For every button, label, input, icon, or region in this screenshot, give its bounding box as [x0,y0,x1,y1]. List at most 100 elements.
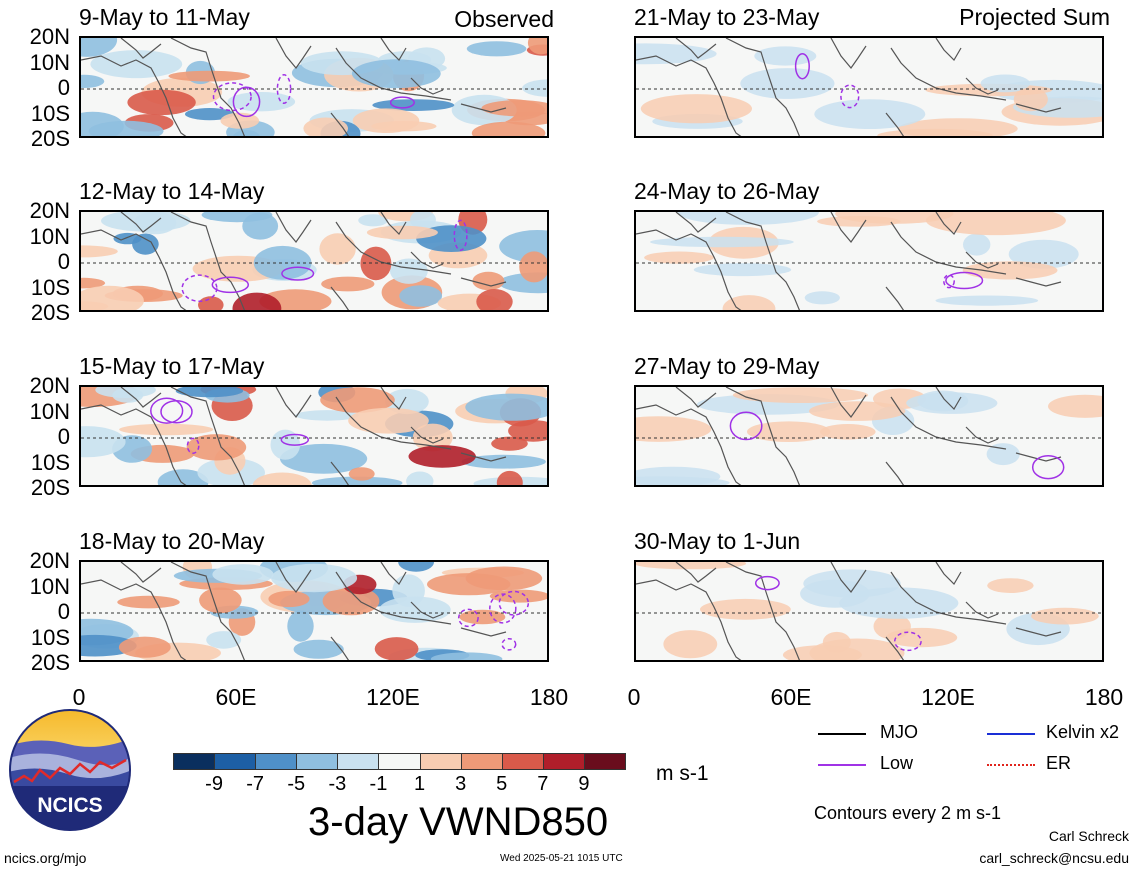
low-contour [943,274,955,289]
field-blob [962,261,1058,280]
map-panel-obs-3 [79,385,549,487]
coastline [675,387,717,408]
projected-label: Projected Sum [959,4,1110,30]
coastline [170,387,246,485]
coastline [935,38,962,61]
field-blob [385,388,429,415]
website-link[interactable]: ncics.org/mjo [4,850,87,866]
field-blob [406,471,434,485]
field-blob [270,429,301,460]
colorbar-tick-label: 3 [455,773,467,795]
coastline [275,38,312,69]
field-blob [101,212,191,232]
coastline [675,562,717,583]
coastline [330,286,350,310]
lat-label: 10N [29,573,70,599]
coastline [636,579,742,660]
coastline [120,212,162,233]
field-blob [198,296,224,310]
main-title: 3-day VWND850 [308,800,609,844]
coastline [890,47,1007,101]
coastline [380,387,407,410]
legend-kelvin-label: Kelvin x2 [1046,722,1120,742]
coastline [1015,627,1062,637]
legend-mjo-line [818,733,866,735]
coastline [330,112,350,136]
lat-label: 10N [29,223,70,249]
field-blob [390,258,428,284]
field-blob [740,68,835,99]
author-email[interactable]: carl_schreck@ncsu.edu [979,850,1129,866]
coastline [890,221,1007,275]
map-field [81,387,547,485]
coastline [885,461,905,485]
lat-label: 10S [30,100,70,126]
logo-text: NCICS [37,794,102,817]
legend-mjo-label: MJO [880,722,918,742]
map-field [636,387,1102,485]
field-blob [185,108,235,121]
field-blob [117,595,180,609]
low-contour [893,631,922,652]
field-blob [700,598,791,620]
field-blob [430,652,503,660]
map-field [81,38,547,136]
colorbar-units: m s-1 [656,762,709,785]
field-blob [293,639,344,659]
field-blob [820,424,876,440]
colorbar-swatch [542,753,585,770]
low-contour [281,266,315,281]
field-blob [917,390,969,412]
colorbar-tick-label: 7 [537,773,549,795]
field-blob [465,393,547,421]
low-contour [181,274,218,303]
coastline [335,221,452,275]
lat-label: 20N [29,373,70,398]
field-blob [877,128,993,136]
coastline [460,103,507,113]
map-field [636,38,1102,136]
field-blob [351,59,441,89]
panel-title-obs-4: 18-May to 20-May [79,528,265,554]
coastline [725,387,801,485]
field-blob [925,212,1066,236]
colorbar-swatch [583,753,626,770]
panel-title-obs-1: 9-May to 11-May [79,4,250,30]
field-blob [800,579,870,608]
coastline [120,387,162,408]
field-blob [348,467,375,481]
field-blob [519,251,547,283]
low-contour [945,271,984,290]
coastline [410,251,444,269]
field-blob [491,436,528,451]
coastline [885,636,905,660]
field-blob [814,99,926,129]
field-blob [754,46,817,66]
field-blob [804,291,840,305]
field-blob [1008,239,1079,269]
ncics-logo: NCICS [8,708,132,832]
colorbar-tick-label: -5 [287,773,306,795]
lon-label: 60E [215,684,257,710]
colorbar [173,753,626,770]
low-contour [211,276,250,294]
field-blob [232,292,282,310]
coastline [410,77,444,95]
legend-low-label: Low [880,753,914,773]
field-blob [201,212,273,223]
field-blob [817,216,901,227]
colorbar-tick-label: 1 [413,773,426,795]
field-blob [186,434,247,461]
coastline [965,426,999,444]
field-blob [398,562,434,572]
legend-er-label: ER [1046,753,1072,773]
colorbar-swatch [501,753,544,770]
field-blob [81,38,118,57]
field-blob [175,387,244,398]
coastline [885,112,905,136]
field-blob [295,410,359,421]
field-blob [935,295,1039,306]
observed-label: Observed [454,6,554,32]
coastline [636,55,742,136]
low-contour [280,433,310,446]
